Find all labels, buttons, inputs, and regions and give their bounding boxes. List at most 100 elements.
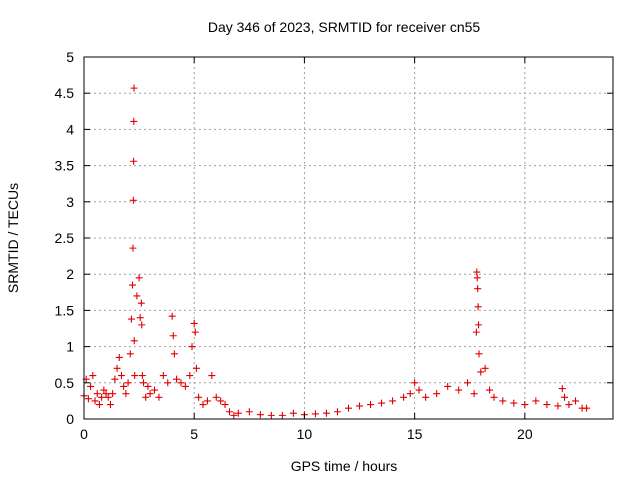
data-point bbox=[87, 382, 95, 390]
data-point bbox=[124, 379, 132, 387]
grid bbox=[84, 57, 613, 419]
data-point bbox=[278, 411, 286, 419]
data-point bbox=[234, 409, 242, 417]
data-point bbox=[129, 196, 137, 204]
data-point bbox=[411, 379, 419, 387]
data-point bbox=[572, 397, 580, 405]
data-point bbox=[481, 364, 489, 372]
data-point bbox=[311, 410, 319, 418]
data-point bbox=[521, 401, 529, 409]
data-point bbox=[130, 117, 138, 125]
data-point bbox=[192, 364, 200, 372]
data-point bbox=[444, 382, 452, 390]
tick-labels: 0 0.5 1 1.5 2 2.5 3 3.5 4 4.5 5 0 5 10 15 20 bbox=[55, 49, 533, 442]
data-point bbox=[127, 315, 135, 323]
y-tick-label: 2 bbox=[66, 266, 74, 282]
data-point bbox=[190, 319, 198, 327]
data-point bbox=[144, 382, 152, 390]
x-tick-label: 20 bbox=[517, 426, 533, 442]
data-point bbox=[177, 379, 185, 387]
data-point bbox=[415, 386, 423, 394]
x-tick-label: 10 bbox=[297, 426, 313, 442]
data-point bbox=[221, 401, 229, 409]
data-point bbox=[140, 379, 148, 387]
data-point bbox=[136, 314, 144, 322]
data-point bbox=[186, 372, 194, 380]
data-point bbox=[142, 393, 150, 401]
data-point bbox=[91, 397, 99, 405]
data-point bbox=[267, 411, 275, 419]
data-point bbox=[122, 390, 130, 398]
data-point bbox=[89, 372, 97, 380]
y-tick-label: 2.5 bbox=[55, 230, 75, 246]
data-point bbox=[146, 390, 154, 398]
data-point bbox=[473, 274, 481, 282]
data-point bbox=[98, 393, 106, 401]
data-point bbox=[109, 390, 117, 398]
data-point bbox=[126, 350, 134, 358]
y-axis-label: SRMTID / TECUs bbox=[5, 183, 21, 293]
y-tick-label: 3.5 bbox=[55, 158, 75, 174]
y-tick-label: 3 bbox=[66, 194, 74, 210]
y-tick-label: 4 bbox=[66, 121, 74, 137]
data-point bbox=[289, 409, 297, 417]
y-tick-label: 1 bbox=[66, 339, 74, 355]
data-point bbox=[554, 402, 562, 410]
data-point bbox=[137, 299, 145, 307]
data-point bbox=[117, 372, 125, 380]
data-point bbox=[333, 408, 341, 416]
data-point bbox=[181, 382, 189, 390]
y-tick-label: 1.5 bbox=[55, 302, 75, 318]
data-point bbox=[367, 401, 375, 409]
data-point bbox=[84, 395, 92, 403]
data-point bbox=[104, 393, 112, 401]
data-point bbox=[510, 399, 518, 407]
data-point bbox=[130, 84, 138, 92]
data-point bbox=[199, 401, 207, 409]
data-point bbox=[345, 404, 352, 412]
data-point bbox=[130, 337, 138, 345]
data-point bbox=[245, 408, 253, 416]
data-point bbox=[230, 411, 238, 419]
data-point bbox=[212, 393, 220, 401]
data-point bbox=[191, 328, 199, 336]
data-point bbox=[102, 390, 110, 398]
data-point bbox=[475, 350, 483, 358]
data-point bbox=[406, 390, 414, 398]
data-point bbox=[129, 244, 137, 252]
data-point bbox=[188, 343, 196, 351]
data-point bbox=[486, 386, 494, 394]
data-point bbox=[499, 397, 507, 405]
y-tick-label: 0.5 bbox=[55, 375, 75, 391]
data-point bbox=[583, 404, 591, 412]
data-point bbox=[170, 350, 178, 358]
data-point bbox=[164, 379, 172, 387]
data-point bbox=[130, 157, 138, 165]
data-point bbox=[356, 402, 364, 410]
data-point bbox=[155, 393, 163, 401]
axis-ticks bbox=[83, 56, 613, 420]
x-tick-label: 5 bbox=[190, 426, 198, 442]
data-point bbox=[532, 397, 540, 405]
data-point bbox=[378, 399, 386, 407]
plot-frame bbox=[83, 56, 614, 420]
data-points bbox=[80, 84, 591, 419]
data-point bbox=[208, 372, 216, 380]
data-point bbox=[169, 332, 177, 340]
data-point bbox=[400, 393, 408, 401]
data-point bbox=[217, 397, 225, 405]
data-point bbox=[133, 292, 141, 300]
data-point bbox=[138, 321, 146, 329]
data-point bbox=[173, 375, 181, 383]
data-point bbox=[490, 393, 498, 401]
x-axis-label: GPS time / hours bbox=[291, 458, 398, 474]
data-point bbox=[477, 368, 485, 376]
x-tick-label: 0 bbox=[80, 426, 88, 442]
data-point bbox=[475, 321, 483, 329]
data-point bbox=[151, 386, 159, 394]
data-point bbox=[111, 375, 119, 383]
data-point bbox=[203, 397, 211, 405]
data-point bbox=[100, 386, 108, 394]
data-point bbox=[131, 372, 139, 380]
